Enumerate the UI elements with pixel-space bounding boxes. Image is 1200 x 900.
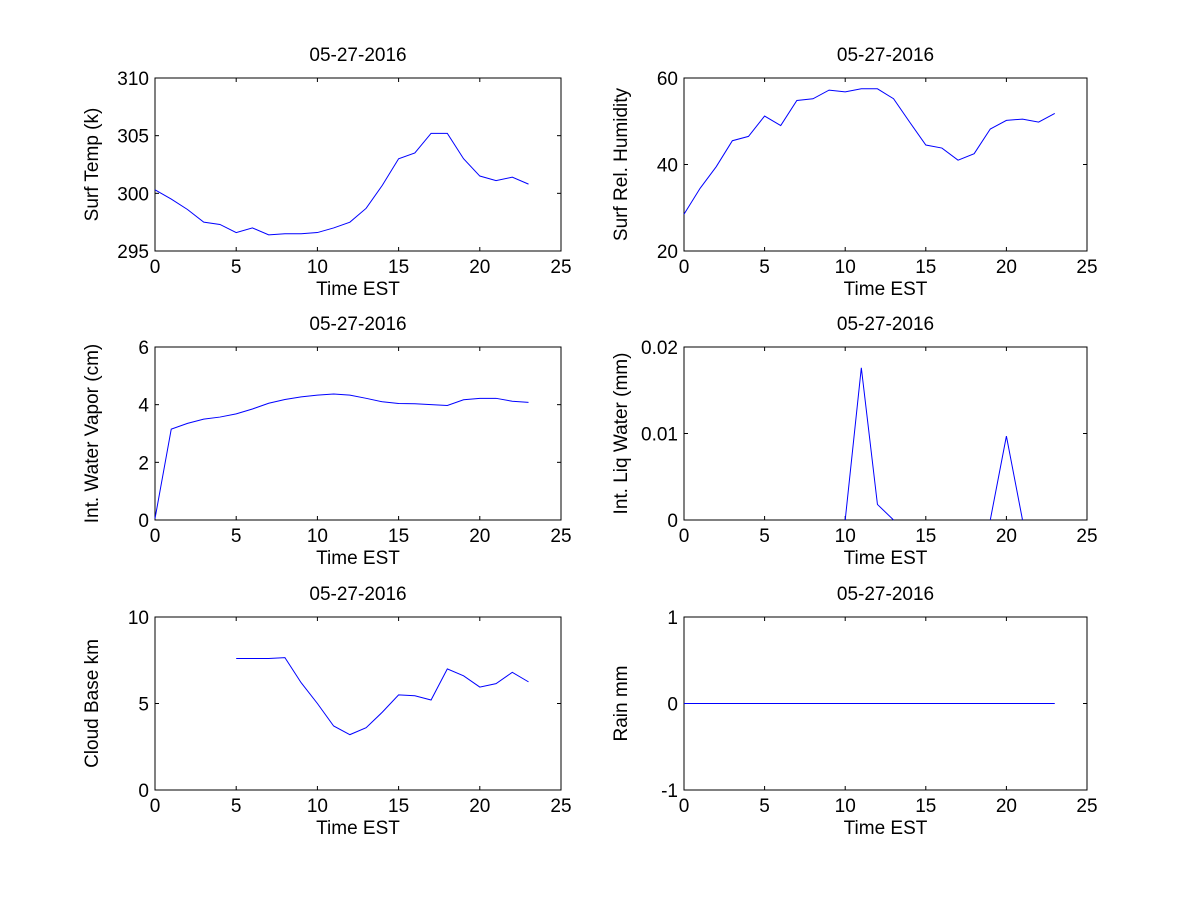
x-tick-label: 0 <box>679 796 690 817</box>
x-tick-label: 5 <box>759 526 770 547</box>
x-tick-label: 15 <box>915 257 936 278</box>
x-axis-label: Time EST <box>844 279 928 300</box>
series-line <box>236 657 529 736</box>
y-tick-label: 1 <box>667 608 678 629</box>
x-tick-label: 15 <box>388 796 409 817</box>
x-tick-label: 15 <box>915 796 936 817</box>
x-tick-label: 20 <box>469 257 490 278</box>
x-tick-label: 10 <box>835 257 856 278</box>
x-tick-label: 15 <box>388 257 409 278</box>
chart-title: 05-27-2016 <box>837 584 934 605</box>
x-tick-label: 0 <box>150 526 161 547</box>
series-line <box>154 393 529 519</box>
x-axis-label: Time EST <box>316 279 400 300</box>
y-tick-label: 0 <box>667 511 678 532</box>
x-tick-label: 10 <box>835 526 856 547</box>
x-tick-label: 5 <box>231 257 242 278</box>
y-tick-label: 40 <box>657 156 678 177</box>
y-tick-label: 6 <box>138 338 149 359</box>
x-tick-label: 10 <box>307 526 328 547</box>
subplot-4: 0 5 10 15 20 25 0 0.01 0.02 05-27-2016 Time EST Int… <box>611 314 1098 569</box>
y-tick-label: 300 <box>117 184 149 205</box>
subplot-3: 0 5 10 15 20 25 0 2 4 6 05-27-2016 Time EST Int. Wat… <box>82 314 572 569</box>
y-tick-label: 5 <box>138 695 149 716</box>
x-tick-label: 20 <box>996 796 1017 817</box>
x-tick-label: 20 <box>996 257 1017 278</box>
y-tick-label: 295 <box>117 242 149 263</box>
x-axis-label: Time EST <box>316 818 400 839</box>
y-tick-label: 2 <box>138 453 149 474</box>
subplot-5: 0 5 10 15 20 25 0 5 10 05-27-2016 Time EST Cloud Ba… <box>82 584 572 839</box>
y-tick-label: 0 <box>667 695 678 716</box>
y-axis-label: Cloud Base km <box>82 639 103 768</box>
x-tick-label: 10 <box>835 796 856 817</box>
x-tick-label: 0 <box>679 526 690 547</box>
x-tick-label: 5 <box>759 796 770 817</box>
y-axis-label: Surf Temp (k) <box>82 108 103 222</box>
chart-title: 05-27-2016 <box>837 314 934 335</box>
y-tick-label: 310 <box>117 69 149 90</box>
y-tick-label: 20 <box>657 242 678 263</box>
x-axis-label: Time EST <box>844 548 928 569</box>
x-tick-label: 15 <box>915 526 936 547</box>
x-tick-label: 5 <box>759 257 770 278</box>
y-tick-label: 0.01 <box>641 425 678 446</box>
x-tick-label: 5 <box>231 796 242 817</box>
x-tick-label: 0 <box>150 257 161 278</box>
x-tick-label: 20 <box>996 526 1017 547</box>
series-line <box>844 367 894 521</box>
x-tick-label: 25 <box>550 526 571 547</box>
x-tick-label: 10 <box>307 796 328 817</box>
subplot-1: 0 5 10 15 20 25 295 300 305 310 05-27-2016 Time EST… <box>82 45 572 300</box>
x-tick-label: 10 <box>307 257 328 278</box>
x-tick-label: 25 <box>1076 796 1097 817</box>
chart-title: 05-27-2016 <box>309 45 406 66</box>
x-tick-label: 20 <box>469 796 490 817</box>
x-tick-label: 5 <box>231 526 242 547</box>
y-tick-label: 4 <box>138 396 149 417</box>
chart-title: 05-27-2016 <box>309 584 406 605</box>
x-tick-label: 0 <box>679 257 690 278</box>
x-tick-label: 15 <box>388 526 409 547</box>
axes-frame <box>154 77 562 252</box>
y-axis-label: Int. Liq Water (mm) <box>611 353 632 515</box>
y-tick-label: 0 <box>138 781 149 802</box>
subplot-2: 0 5 10 15 20 25 20 40 60 05-27-2016 Time EST Surf R… <box>611 45 1098 300</box>
x-tick-label: 0 <box>150 796 161 817</box>
series-line <box>683 88 1055 215</box>
y-tick-label: 305 <box>117 127 149 148</box>
x-axis-label: Time EST <box>844 818 928 839</box>
axes-frame <box>154 346 562 521</box>
chart-title: 05-27-2016 <box>309 314 406 335</box>
y-tick-label: 10 <box>128 608 149 629</box>
x-tick-label: 25 <box>550 257 571 278</box>
y-tick-label: -1 <box>661 781 678 802</box>
y-tick-label: 0.02 <box>641 338 678 359</box>
y-axis-label: Surf Rel. Humidity <box>611 87 632 241</box>
x-tick-label: 25 <box>1076 526 1097 547</box>
series-line <box>154 132 529 236</box>
x-axis-label: Time EST <box>316 548 400 569</box>
y-axis-label: Rain mm <box>611 665 632 741</box>
x-tick-label: 25 <box>550 796 571 817</box>
series-line <box>989 436 1024 521</box>
y-tick-label: 0 <box>138 511 149 532</box>
x-tick-label: 20 <box>469 526 490 547</box>
y-tick-label: 60 <box>657 69 678 90</box>
chart-title: 05-27-2016 <box>837 45 934 66</box>
x-tick-label: 25 <box>1076 257 1097 278</box>
y-axis-label: Int. Water Vapor (cm) <box>82 344 103 523</box>
